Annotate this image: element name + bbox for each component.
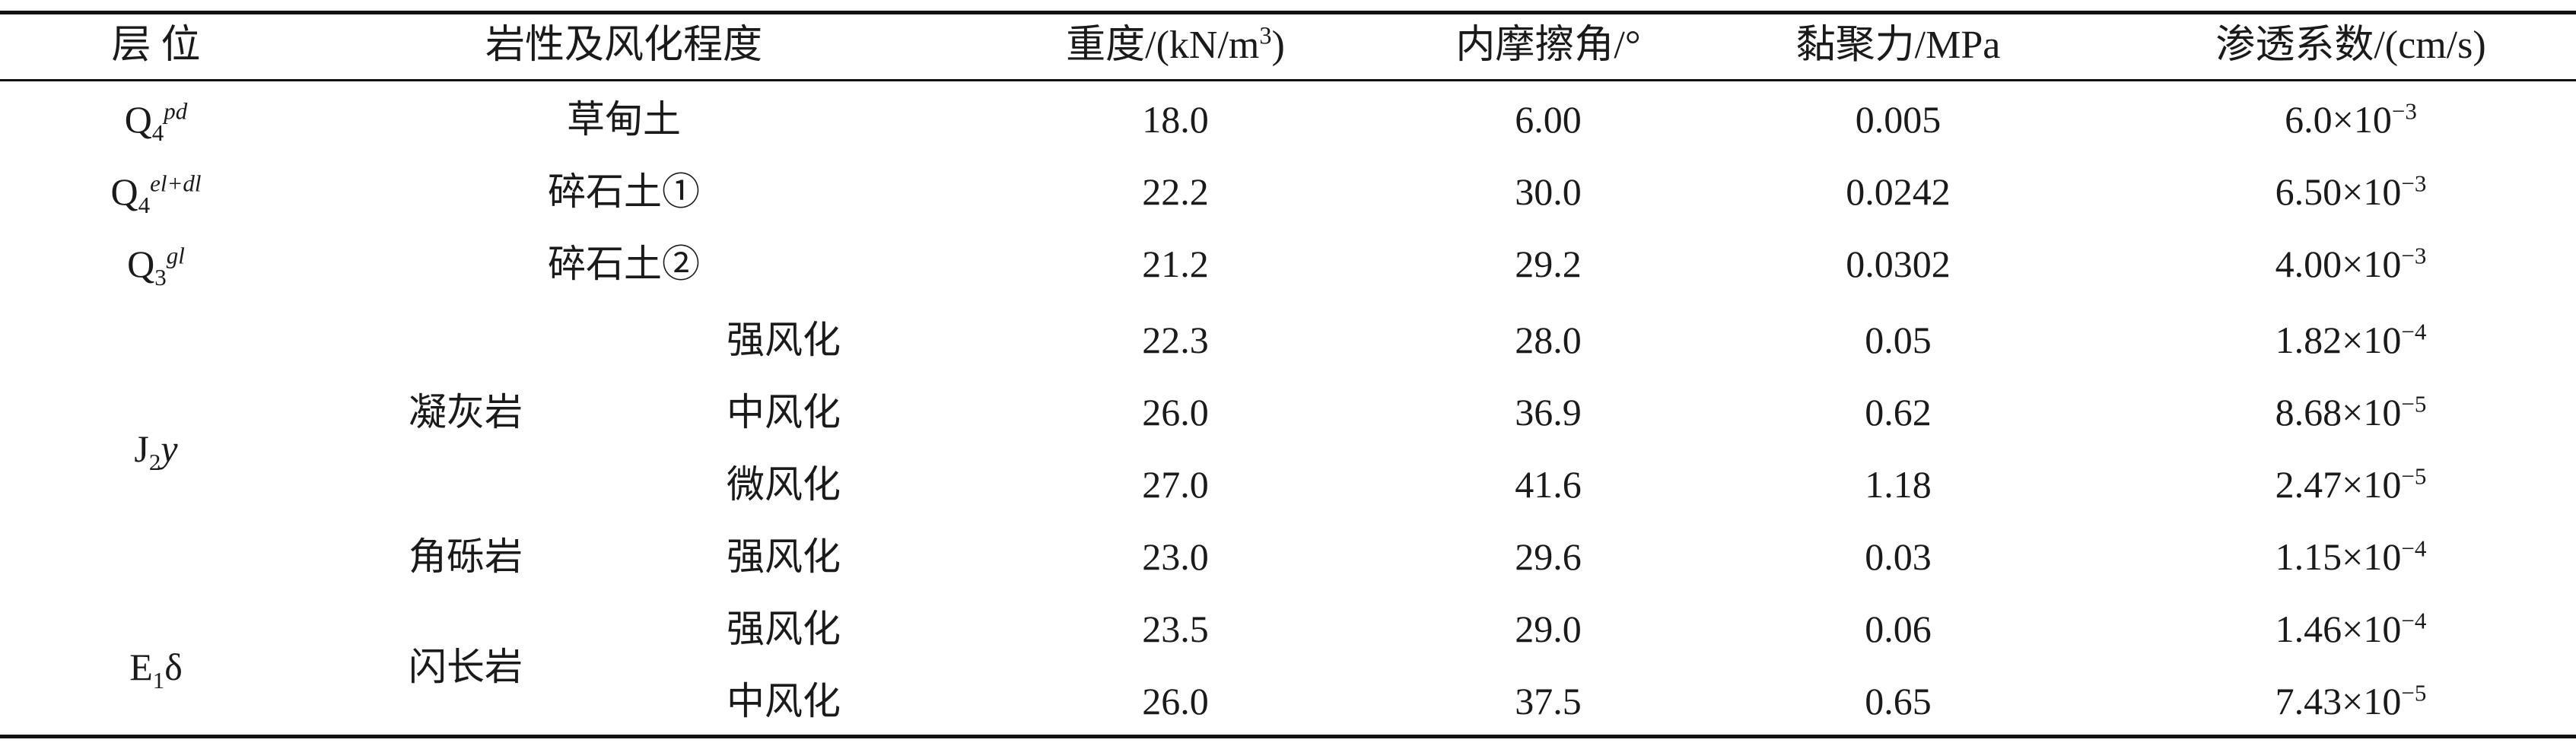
layer-q4-eldl: Q4el+dl <box>110 170 202 218</box>
friction-angle-cell: 6.00 <box>1515 98 1582 141</box>
rock-tuff: 凝灰岩 <box>409 391 523 433</box>
weathering-breccia-strong: 强风化 <box>727 535 841 578</box>
cohesion-cell: 0.0242 <box>1846 170 1951 213</box>
cohesion-cell: 0.65 <box>1865 680 1932 722</box>
friction-angle-cell: 36.9 <box>1515 391 1582 433</box>
friction-angle-cell: 29.6 <box>1515 535 1582 578</box>
header-lithology: 岩性及风化程度 <box>485 24 763 67</box>
unit-weight-cell: 22.2 <box>1142 170 1209 213</box>
cohesion-cell: 0.62 <box>1865 391 1932 433</box>
friction-angle-cell: 30.0 <box>1515 170 1582 213</box>
header-permeability: 渗透系数/(cm/s) <box>2215 24 2486 67</box>
unit-weight-cell: 26.0 <box>1142 680 1209 722</box>
permeability-cell: 1.46×10−4 <box>2275 607 2427 650</box>
weathering-tuff-slight: 微风化 <box>727 463 841 506</box>
rock-diorite: 闪长岩 <box>409 646 523 688</box>
layer-q3-gl: Q3gl <box>127 242 185 290</box>
friction-angle-cell: 29.0 <box>1515 608 1582 650</box>
unit-weight-cell: 27.0 <box>1142 463 1209 506</box>
permeability-cell: 7.43×10−5 <box>2275 679 2427 722</box>
permeability-cell: 1.15×10−4 <box>2275 535 2427 578</box>
cohesion-cell: 0.05 <box>1865 319 1932 361</box>
weathering-tuff-moderate: 中风化 <box>727 391 841 433</box>
layer-j2y: J2y <box>134 427 178 475</box>
weathering-tuff-strong: 强风化 <box>727 319 841 361</box>
rock-breccia: 角砾岩 <box>409 535 523 578</box>
cohesion-cell: 0.06 <box>1865 608 1932 650</box>
rock-gravel-soil-2: 碎石土② <box>548 243 700 285</box>
permeability-cell: 6.50×10−3 <box>2275 170 2427 213</box>
header-cohesion: 黏聚力/MPa <box>1795 24 2001 67</box>
unit-weight-cell: 21.2 <box>1142 243 1209 285</box>
friction-angle-cell: 37.5 <box>1515 680 1582 722</box>
unit-weight-cell: 22.3 <box>1142 319 1209 361</box>
header-layer: 层 位 <box>111 24 201 67</box>
layer-q4-pd: Q4pd <box>124 97 188 146</box>
header-friction-angle: 内摩擦角/° <box>1455 24 1641 67</box>
header-unit-weight: 重度/(kN/m3) <box>1066 21 1285 67</box>
friction-angle-cell: 28.0 <box>1515 319 1582 361</box>
rock-meadow-soil: 草甸土 <box>567 98 681 141</box>
header-rule <box>0 79 2576 81</box>
unit-weight-cell: 18.0 <box>1142 98 1209 141</box>
top-rule <box>0 11 2576 14</box>
permeability-cell: 1.82×10−4 <box>2275 318 2427 361</box>
permeability-cell: 6.0×10−3 <box>2285 97 2417 141</box>
weathering-diorite-strong: 强风化 <box>727 608 841 650</box>
permeability-cell: 4.00×10−3 <box>2275 242 2427 285</box>
permeability-cell: 2.47×10−5 <box>2275 462 2427 506</box>
unit-weight-cell: 26.0 <box>1142 391 1209 433</box>
weathering-diorite-moderate: 中风化 <box>727 680 841 722</box>
friction-angle-cell: 29.2 <box>1515 243 1582 285</box>
bottom-rule <box>0 735 2576 738</box>
layer-e1-delta: E1δ <box>129 646 183 694</box>
cohesion-cell: 0.03 <box>1865 535 1932 578</box>
permeability-cell: 8.68×10−5 <box>2275 390 2427 433</box>
unit-weight-cell: 23.0 <box>1142 535 1209 578</box>
unit-weight-cell: 23.5 <box>1142 608 1209 650</box>
friction-angle-cell: 41.6 <box>1515 463 1582 506</box>
cohesion-cell: 1.18 <box>1865 463 1932 506</box>
cohesion-cell: 0.0302 <box>1846 243 1951 285</box>
rock-gravel-soil-1: 碎石土① <box>548 170 700 213</box>
cohesion-cell: 0.005 <box>1855 98 1942 141</box>
